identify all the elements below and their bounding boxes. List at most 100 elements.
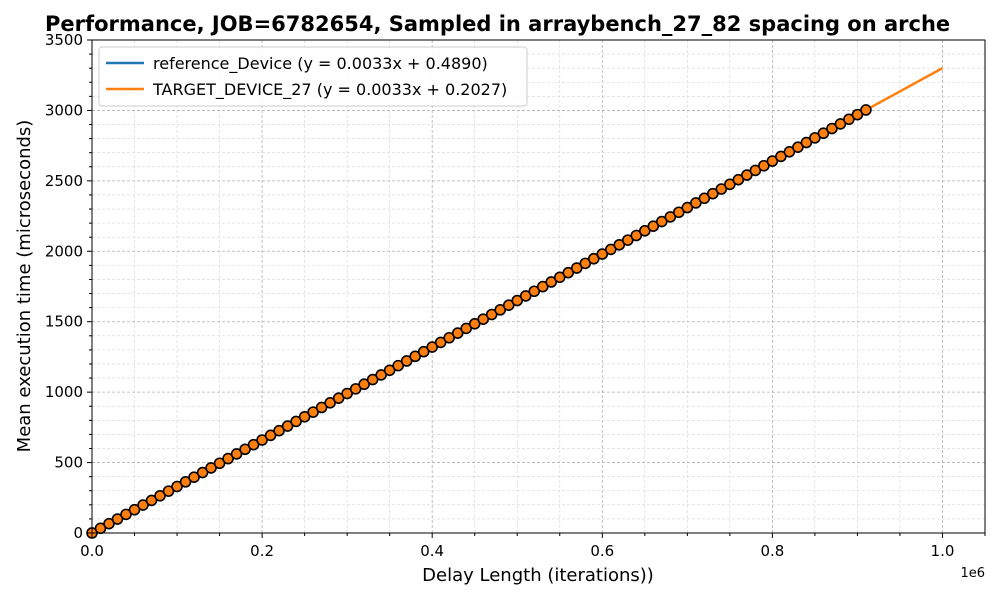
sample-point: [817, 127, 830, 140]
sample-point: [536, 280, 549, 293]
sample-point: [570, 262, 583, 274]
grid: [91, 39, 986, 534]
y-axis: 0 500 1000 1500 2000 2500 3000 3500: [45, 31, 92, 542]
sample-point: [681, 201, 694, 214]
sample-point: [741, 169, 753, 181]
sample-point: [188, 471, 200, 483]
sample-point: [315, 401, 328, 414]
sample-point: [120, 508, 132, 521]
sample-point: [400, 355, 413, 367]
sample-point: [639, 225, 651, 237]
sample-point: [843, 113, 855, 126]
sample-point: [749, 164, 762, 177]
sample-point: [690, 197, 702, 209]
plot-area: [86, 39, 986, 539]
sample-markers: [86, 104, 872, 539]
x-tick-label: 0.6: [590, 542, 614, 560]
sample-point: [145, 494, 158, 507]
sample-point: [613, 238, 626, 251]
legend-label-reference-device: reference_Device (y = 0.0033x + 0.4890): [153, 54, 488, 74]
sample-point: [383, 364, 396, 377]
sample-point: [766, 155, 779, 167]
sample-point: [758, 159, 770, 172]
y-tick-label: 500: [54, 454, 83, 472]
sample-point: [154, 489, 166, 502]
sample-point: [256, 434, 268, 446]
sample-point: [647, 220, 660, 232]
x-axis-label: Delay Length (iterations)): [422, 565, 654, 586]
sample-point: [834, 118, 847, 130]
sample-point: [426, 341, 438, 353]
sample-point: [528, 285, 541, 298]
sample-point: [851, 108, 864, 121]
sample-point: [392, 359, 404, 372]
plot-frame: [91, 39, 986, 534]
sample-point: [434, 336, 447, 349]
sample-point: [673, 206, 685, 219]
sample-point: [468, 317, 481, 330]
y-tick-label: 2000: [45, 242, 83, 260]
sample-point: [298, 410, 311, 423]
sample-point: [800, 136, 813, 149]
chart-title: Performance, JOB=6782654, Sampled in arr…: [45, 12, 950, 36]
sample-point: [596, 248, 609, 260]
sample-point: [239, 443, 251, 456]
sample-point: [587, 252, 600, 265]
sample-point: [724, 178, 736, 191]
sample-point: [205, 462, 217, 474]
sample-point: [715, 183, 728, 195]
y-tick-label: 1500: [45, 313, 83, 331]
sample-point: [290, 415, 302, 428]
sample-point: [324, 397, 336, 409]
x-tick-label: 0.8: [760, 542, 784, 560]
sample-point: [341, 387, 353, 400]
sample-point: [264, 429, 277, 442]
sample-point: [273, 424, 285, 437]
y-tick-label: 0: [73, 524, 83, 542]
sample-point: [307, 406, 319, 418]
sample-point: [443, 331, 456, 344]
sample-point: [519, 290, 532, 302]
sample-point: [562, 266, 575, 279]
sample-point: [775, 150, 787, 163]
sample-point: [860, 104, 872, 116]
sample-point: [656, 215, 668, 228]
sample-point: [366, 373, 379, 386]
sample-point: [409, 350, 421, 363]
sample-point: [247, 438, 260, 451]
sample-point: [332, 392, 345, 404]
sample-point: [826, 122, 838, 135]
sample-point: [485, 308, 498, 321]
x-tick-label: 0.0: [80, 542, 104, 560]
sample-point: [477, 313, 490, 325]
y-tick-label: 3000: [45, 101, 83, 119]
sample-point: [809, 132, 821, 144]
sample-point: [230, 448, 243, 460]
legend-box: [98, 46, 528, 107]
y-tick-label: 2500: [45, 172, 83, 190]
sample-point: [604, 243, 617, 256]
sample-point: [137, 499, 149, 511]
x-axis: 0.0 0.2 0.4 0.6 0.8 1.0: [80, 533, 986, 560]
sample-point: [358, 378, 370, 391]
sample-point: [707, 187, 719, 200]
sample-point: [171, 480, 183, 493]
sample-point: [732, 173, 745, 186]
sample-point: [375, 369, 387, 381]
sample-point: [621, 234, 634, 246]
sample-point: [630, 229, 643, 242]
legend-label-target-device: TARGET_DEVICE_27 (y = 0.0033x + 0.2027): [152, 80, 507, 100]
sample-point: [179, 476, 192, 488]
legend: reference_Device (y = 0.0033x + 0.4890) …: [98, 46, 528, 107]
x-tick-label: 0.4: [420, 542, 444, 560]
sample-point: [128, 503, 141, 516]
sample-point: [502, 299, 515, 312]
sample-point: [783, 146, 796, 158]
x-tick-label: 1.0: [931, 542, 955, 560]
x-axis-offset-label: 1e6: [960, 566, 985, 581]
sample-point: [281, 420, 294, 432]
sample-point: [579, 257, 592, 270]
x-tick-label: 0.2: [250, 542, 274, 560]
sample-point: [792, 141, 804, 153]
